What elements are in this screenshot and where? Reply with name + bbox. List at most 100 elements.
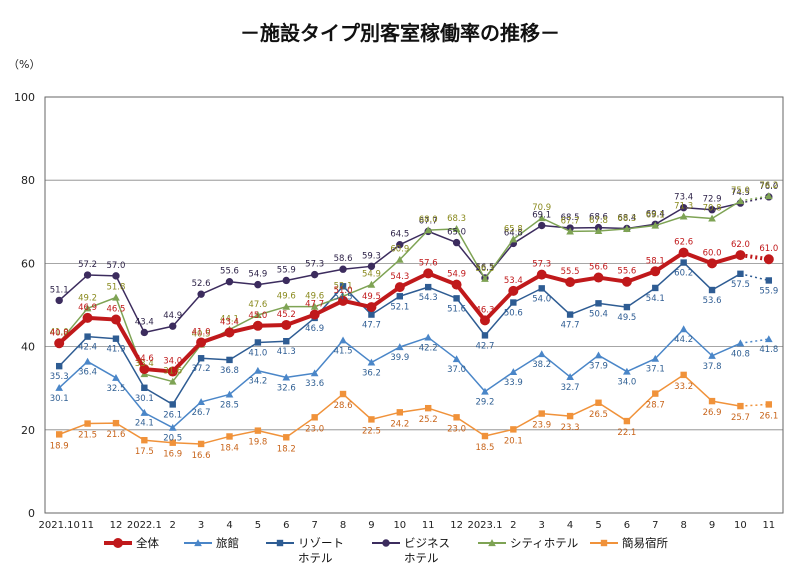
data-point	[167, 366, 178, 377]
data-label: 20.5	[163, 434, 182, 444]
data-label: 41.9	[106, 345, 125, 355]
data-point	[424, 404, 432, 412]
legend-label: シティホテル	[510, 536, 578, 550]
data-label: 40.8	[731, 349, 750, 359]
data-point	[565, 277, 576, 288]
data-label: 18.9	[50, 441, 69, 451]
data-point	[452, 238, 461, 247]
y-tick-label: 40	[21, 341, 35, 354]
x-tick-label: 5	[595, 520, 601, 531]
data-label: 51.8	[106, 283, 125, 293]
data-label: 23.0	[305, 424, 324, 434]
y-tick-label: 80	[21, 174, 35, 187]
legend-label: 全体	[136, 536, 159, 550]
data-label: 20.1	[504, 436, 523, 446]
data-label: 32.6	[277, 383, 296, 393]
data-label: 49.5	[617, 313, 636, 323]
data-label: 76.2	[759, 181, 778, 191]
legend-label: ビジネス	[404, 536, 450, 550]
data-label: 76.0	[759, 182, 778, 192]
legend-item: 全体	[104, 536, 159, 550]
data-label: 60.9	[390, 245, 409, 255]
legend-label: ホテル	[298, 551, 333, 565]
data-label: 32.5	[106, 384, 125, 394]
data-label: 46.9	[305, 324, 324, 334]
data-point	[708, 397, 716, 405]
data-point	[452, 225, 461, 232]
data-point	[679, 325, 688, 333]
data-point	[763, 254, 774, 265]
x-tick-label: 5	[255, 520, 261, 531]
data-label: 25.2	[419, 415, 438, 425]
legend-label: 簡易宿所	[622, 536, 668, 550]
data-point	[680, 259, 687, 266]
data-label: 41.0	[50, 327, 69, 337]
data-point	[595, 300, 602, 307]
data-point	[196, 337, 207, 348]
data-point	[536, 269, 547, 280]
data-point	[339, 265, 347, 273]
data-point	[382, 539, 390, 547]
data-label: 56.6	[589, 263, 608, 273]
data-point	[623, 367, 631, 375]
data-point	[566, 412, 574, 420]
data-label: 64.5	[390, 230, 409, 240]
y-tick-label: 60	[21, 257, 35, 270]
data-point	[310, 302, 319, 310]
data-label: 37.0	[447, 365, 466, 375]
data-label: 47.7	[305, 300, 324, 310]
data-label: 64.8	[504, 228, 523, 238]
x-tick-label: 10	[734, 520, 747, 531]
data-point	[509, 368, 518, 376]
data-label: 30.1	[50, 394, 69, 404]
data-point	[481, 387, 489, 395]
data-point	[538, 410, 545, 417]
data-label: 21.6	[106, 430, 125, 440]
data-point	[394, 282, 405, 293]
series-旅館	[55, 325, 773, 431]
data-label: 52.1	[334, 281, 353, 291]
data-point	[254, 280, 262, 289]
data-label: 18.5	[475, 443, 494, 453]
x-tick-label: 2021.10	[39, 520, 80, 531]
legend-label: リゾート	[298, 536, 344, 550]
data-point	[112, 419, 120, 427]
data-label: 57.3	[532, 260, 551, 270]
data-label: 42.7	[475, 341, 494, 351]
data-label: 57.6	[419, 258, 438, 268]
data-label: 39.9	[390, 353, 409, 363]
data-label: 28.6	[334, 401, 353, 411]
data-label: 56.3	[475, 264, 494, 274]
series-全体	[54, 247, 774, 377]
data-point	[84, 420, 91, 427]
data-label: 37.2	[192, 364, 211, 374]
data-label: 54.3	[390, 272, 409, 282]
data-label: 16.6	[192, 451, 211, 461]
data-point	[197, 290, 205, 298]
data-label: 29.2	[475, 398, 494, 408]
x-tick-label: 11	[81, 520, 94, 531]
data-point	[679, 212, 688, 220]
data-point	[310, 270, 319, 279]
x-tick-label: 2022.1	[127, 520, 162, 531]
data-point	[453, 414, 460, 421]
data-label: 47.7	[561, 321, 580, 331]
data-point	[83, 271, 92, 279]
data-point	[708, 214, 716, 222]
data-label: 33.4	[135, 359, 154, 369]
series-簡易宿所	[55, 371, 773, 448]
data-point	[55, 431, 63, 438]
data-point	[508, 285, 519, 296]
x-tick-label: 8	[680, 520, 686, 531]
data-label: 53.4	[504, 276, 523, 286]
x-tick-label: 11	[422, 520, 435, 531]
data-point	[194, 539, 202, 547]
data-label: 22.1	[617, 428, 636, 438]
data-point	[82, 312, 93, 323]
data-point	[424, 283, 432, 291]
data-label: 52.1	[390, 302, 409, 312]
data-label: 21.5	[78, 431, 97, 441]
data-label: 51.6	[447, 304, 466, 314]
data-point	[481, 332, 489, 339]
